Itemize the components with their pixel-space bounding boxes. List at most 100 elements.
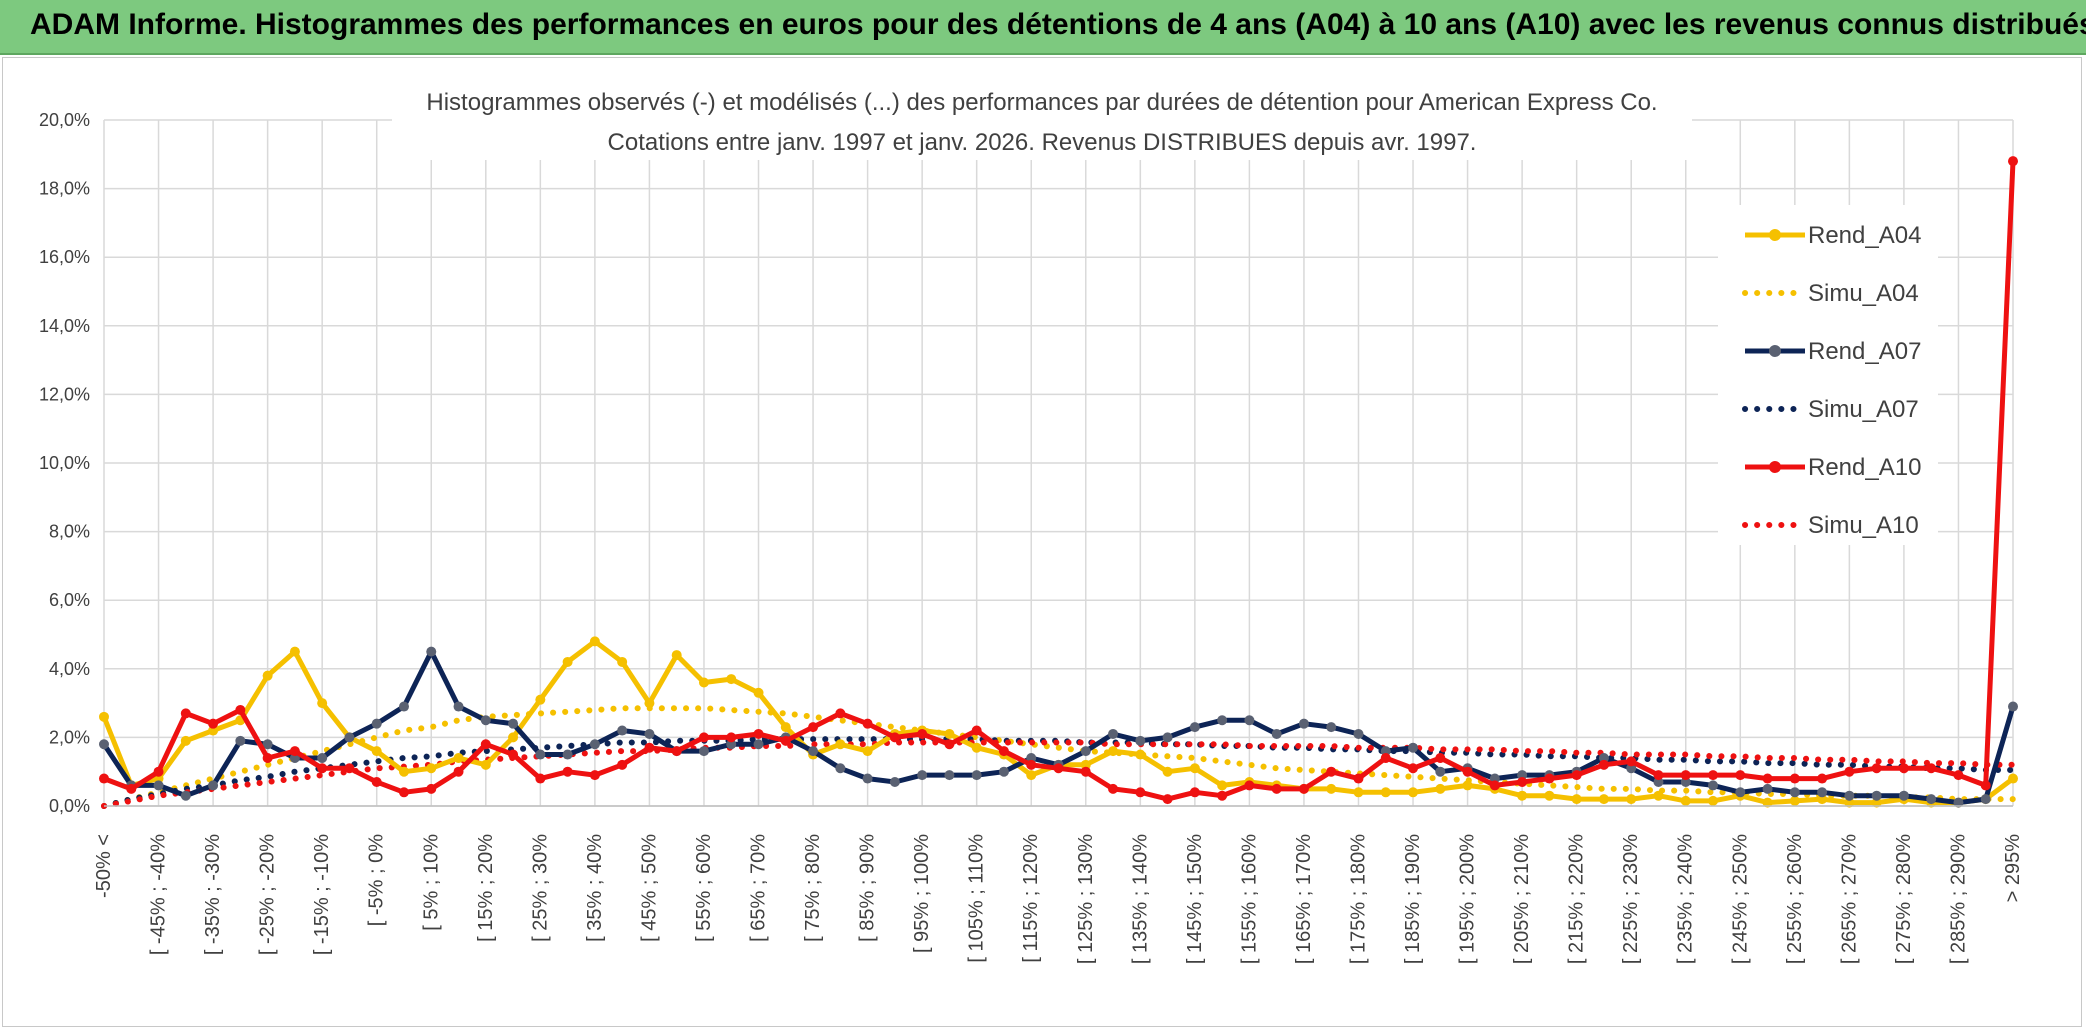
data-point [2008, 701, 2018, 712]
series-simu-a10 [101, 739, 2016, 809]
x-tick-label: [ 115% ; 120% [1020, 834, 1042, 963]
y-tick-label: 16,0% [39, 247, 90, 267]
data-point [453, 752, 464, 763]
data-point [1435, 766, 1446, 777]
data-point [1326, 783, 1337, 794]
data-point [1380, 787, 1391, 798]
data-point [889, 776, 900, 787]
data-point [862, 746, 873, 757]
data-point [1926, 794, 1937, 805]
data-point [1953, 797, 1964, 808]
x-tick-label: -50% < [93, 834, 115, 898]
data-point [1353, 773, 1364, 784]
data-point [944, 728, 955, 739]
series-rend-a10 [99, 156, 2018, 805]
data-point [398, 766, 409, 777]
data-point [835, 763, 846, 774]
data-point [1598, 759, 1609, 770]
data-point [1953, 770, 1964, 781]
data-point [1926, 763, 1937, 774]
data-point [1435, 783, 1446, 794]
data-point [317, 763, 328, 774]
data-point [535, 773, 546, 784]
x-tick-label: [ 45% ; 50% [638, 834, 660, 942]
data-point [1980, 780, 1991, 791]
legend-label: Rend_A07 [1808, 338, 1921, 365]
data-point [644, 728, 655, 739]
data-point [1435, 752, 1446, 763]
x-tick-label: [ 55% ; 60% [693, 834, 715, 942]
data-point [1762, 773, 1773, 784]
data-point [1871, 797, 1882, 808]
legend-item: Rend_A10 [1745, 454, 1921, 481]
chart-title: Histogrammes observés (-) et modélisés (… [426, 89, 1657, 116]
data-point [1598, 752, 1609, 763]
data-point [317, 752, 328, 763]
data-point [480, 739, 491, 750]
data-point [289, 646, 300, 657]
data-point [153, 780, 164, 791]
data-point [1298, 718, 1309, 729]
data-point [1653, 770, 1664, 781]
data-point [235, 735, 246, 746]
data-point [1162, 766, 1173, 777]
data-point [426, 646, 437, 657]
data-point [99, 711, 109, 722]
data-point [644, 742, 655, 753]
data-point [1708, 770, 1719, 781]
x-tick-label: [ 225% ; 230% [1620, 834, 1642, 964]
data-point [262, 670, 273, 681]
data-point [1271, 783, 1282, 794]
data-point [1080, 766, 1091, 777]
data-point [344, 763, 355, 774]
data-point [480, 759, 491, 770]
series-line [101, 705, 2016, 809]
data-point [589, 636, 600, 647]
series-line [101, 649, 2016, 806]
legend-marker [1769, 345, 1781, 357]
data-point [617, 725, 628, 736]
data-point [208, 780, 219, 791]
data-point [1135, 787, 1146, 798]
x-tick-label: [ 105% ; 110% [966, 834, 988, 963]
data-point [1217, 715, 1228, 726]
data-point [1708, 795, 1719, 806]
series-rend-a04 [99, 636, 2018, 808]
x-tick-label: [ 175% ; 180% [1347, 834, 1369, 964]
data-point [99, 739, 109, 750]
data-point [1544, 773, 1555, 784]
gridlines [103, 119, 2014, 807]
data-point [1708, 780, 1719, 791]
data-point [1789, 773, 1800, 784]
data-point [262, 739, 273, 750]
y-tick-label: 20,0% [39, 110, 90, 130]
series-line [101, 638, 2015, 806]
data-point [235, 704, 246, 715]
data-point [1871, 790, 1882, 801]
data-point [1762, 797, 1773, 808]
data-point [1762, 783, 1773, 794]
series-line [101, 739, 2016, 809]
y-tick-label: 6,0% [49, 590, 90, 610]
x-tick-label: [ 65% ; 70% [748, 834, 770, 942]
data-point [1380, 746, 1391, 757]
data-point [99, 773, 109, 784]
data-point [535, 694, 546, 705]
data-point [426, 783, 437, 794]
legend-label: Simu_A04 [1808, 280, 1919, 307]
data-point [289, 746, 300, 757]
data-point [1571, 794, 1582, 805]
legend-item: Rend_A07 [1745, 338, 1921, 365]
data-point [1653, 776, 1664, 787]
y-tick-label: 4,0% [49, 659, 90, 679]
data-point [453, 701, 464, 712]
data-point [1517, 776, 1528, 787]
legend-label: Rend_A10 [1808, 454, 1921, 481]
data-point [1735, 787, 1746, 798]
chart-frame [2, 57, 2082, 1027]
title-background [392, 80, 1692, 160]
x-tick-label: [ 195% ; 200% [1457, 834, 1479, 964]
y-tick-label: 14,0% [39, 316, 90, 336]
data-point [944, 739, 955, 750]
data-point [1517, 790, 1528, 801]
